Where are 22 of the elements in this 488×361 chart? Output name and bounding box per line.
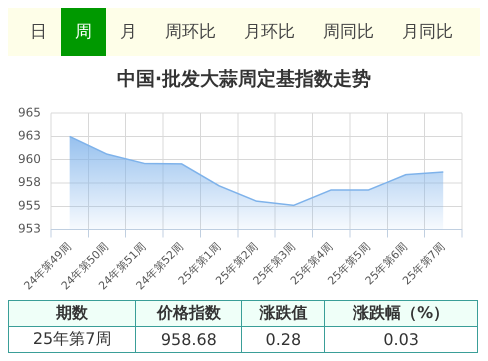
text: 月 <box>119 21 138 44</box>
text: 价格指数 <box>136 300 242 326</box>
text: 周 <box>61 8 106 56</box>
text: 周同比 <box>322 21 375 44</box>
text: 涨跌值 <box>242 300 325 326</box>
text: 0.28 <box>242 326 325 352</box>
y-tick-label: 953 <box>18 222 41 236</box>
y-tick-label: 963 <box>18 128 41 143</box>
text: 月环比 <box>243 21 296 44</box>
y-tick-label: 960 <box>18 152 41 166</box>
text: 0.03 <box>324 326 478 352</box>
text: 日 <box>29 21 48 44</box>
text: 涨跌幅（%） <box>324 300 478 326</box>
text: 期数 <box>8 300 136 326</box>
text: 958.68 <box>136 326 242 352</box>
text: 月同比 <box>401 21 454 44</box>
chart-title: 中国·批发大蒜周定基指数走势 <box>116 67 372 92</box>
text: 周环比 <box>164 21 217 44</box>
y-tick-label: 965 <box>18 105 41 120</box>
text: 25年第7周 <box>8 326 136 352</box>
y-tick-label: 958 <box>18 175 41 190</box>
y-tick-label: 955 <box>18 198 41 212</box>
